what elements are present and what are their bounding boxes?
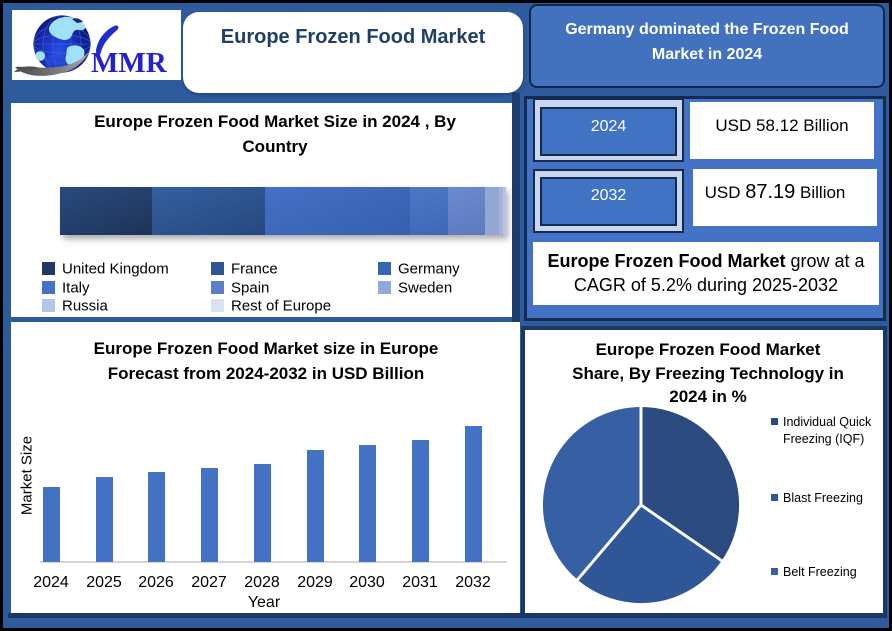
svg-text:MMR: MMR [91,47,168,79]
